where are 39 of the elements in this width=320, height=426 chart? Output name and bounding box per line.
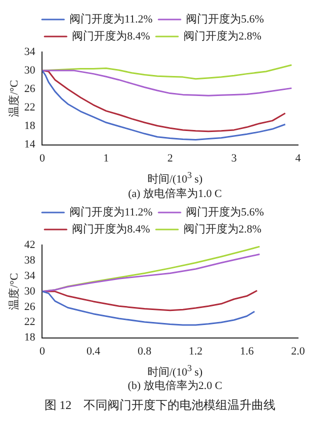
x-axis-title: 时间/(10$^{3}$ s)	[146, 362, 204, 380]
y-tick-label: 42	[24, 238, 36, 251]
y-tick-label: 30	[24, 64, 36, 76]
legend-label: 阀门开度为8.4%	[72, 222, 150, 236]
legend-label: 阀门开度为2.8%	[184, 222, 262, 236]
text: (a) 放电倍率为1.0 C	[127, 186, 223, 201]
x-tick-label: 2.0	[291, 344, 306, 357]
legend-label: 阀门开度为5.6%	[186, 12, 264, 26]
x-tick-label: 0.8	[138, 344, 152, 357]
x-tick-label: 0	[39, 152, 46, 164]
y-tick-label: 34	[24, 46, 36, 58]
y-tick-label: 38	[24, 254, 36, 266]
x-tick-label: 4	[295, 152, 302, 164]
x-tick-label: 0	[39, 344, 46, 357]
legend-label: 阀门开度为2.8%	[184, 29, 262, 42]
y-tick-label: 22	[24, 102, 36, 114]
y-tick-label: 18	[24, 120, 36, 132]
y-tick-label: 26	[24, 300, 36, 312]
x-axis-title: 时间/(10$^{3}$ s)	[146, 169, 204, 187]
y-tick-label: 18	[24, 331, 36, 344]
y-tick-label: 26	[24, 83, 36, 96]
x-tick-label: 1.2	[188, 344, 203, 357]
legend-label: 阀门开度为8.4%	[72, 29, 150, 42]
y-axis-title: 温度/°C	[7, 80, 20, 117]
y-tick-label: 34	[24, 269, 36, 282]
y-tick-label: 22	[24, 316, 36, 328]
x-tick-label: 2	[167, 152, 173, 164]
caption: 图 12 不同阀门开度下的电池模组温升曲线	[44, 397, 276, 414]
y-tick-label: 14	[24, 138, 36, 151]
text: (b) 放电倍率为2.0 C	[126, 379, 224, 394]
y-tick-label: 30	[24, 284, 36, 297]
x-tick-label: 3	[231, 152, 238, 164]
legend-label: 阀门开度为5.6%	[186, 205, 264, 218]
legend-label: 阀门开度为11.2%	[70, 205, 153, 218]
x-tick-label: 0.4	[86, 344, 101, 357]
legend-label: 阀门开度为11.2%	[70, 12, 153, 26]
y-axis-title: 温度/°C	[7, 272, 20, 310]
x-tick-label: 1.6	[240, 344, 254, 357]
x-tick-label: 1	[103, 152, 109, 164]
